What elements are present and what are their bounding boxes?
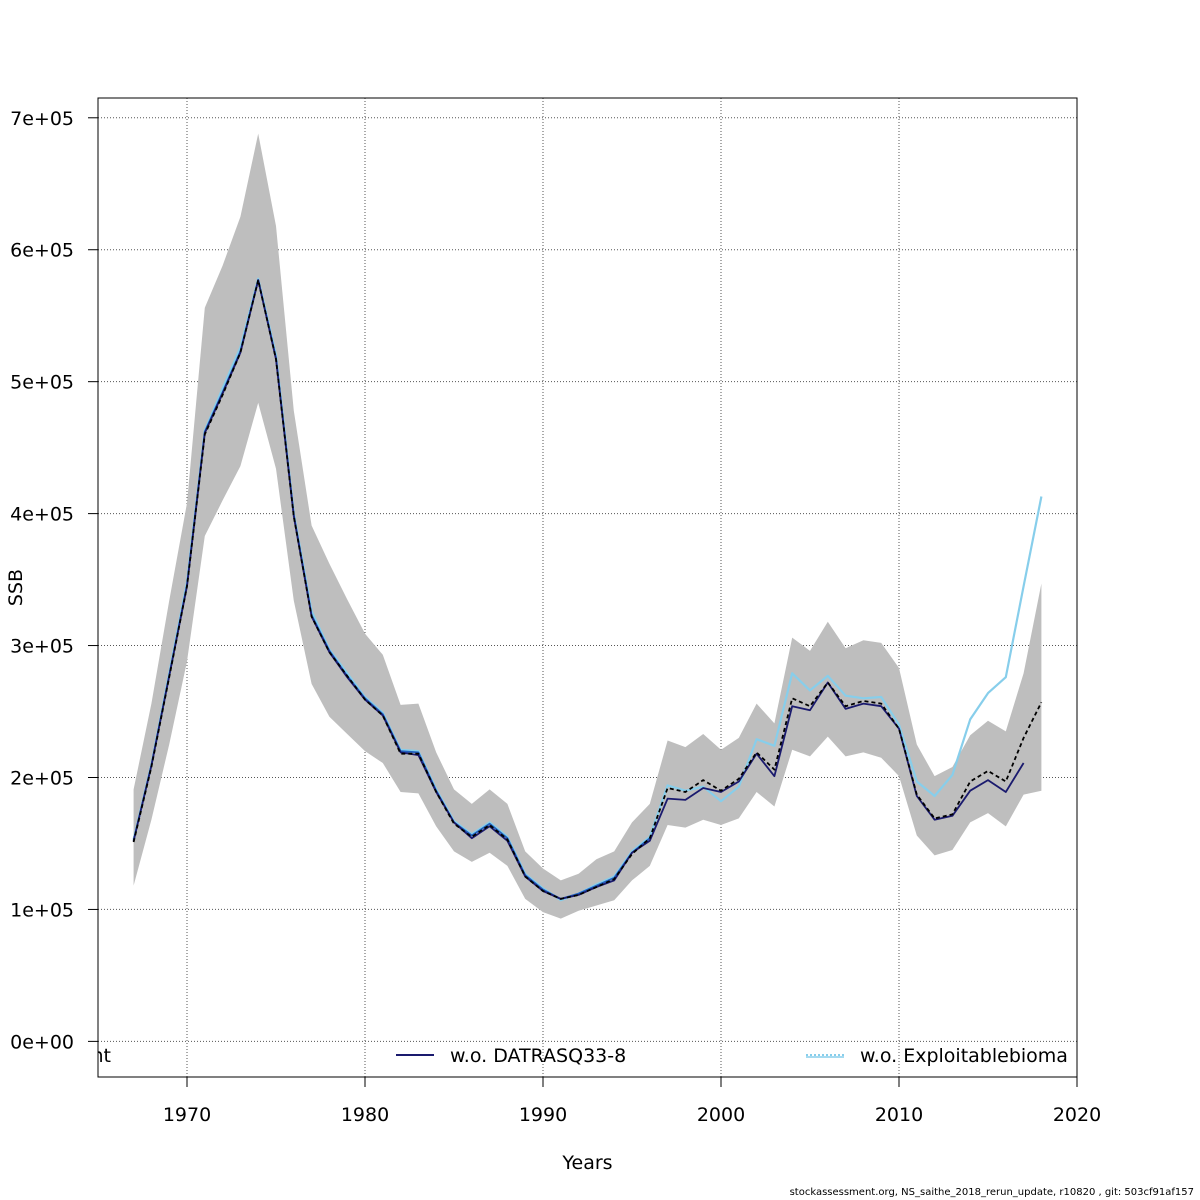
legend: nt w.o. DATRASQ33-8 w.o. Exploitablebioma: [92, 1045, 1068, 1067]
confidence-band: [133, 133, 1042, 919]
x-tick-label: 1980: [341, 1104, 389, 1126]
legend-label: w.o. Exploitablebioma: [860, 1045, 1068, 1067]
series-line-0: [132, 279, 1043, 900]
y-axis-title: SSB: [5, 569, 27, 606]
y-tick-label: 0e+00: [10, 1031, 74, 1053]
series-lines: [132, 277, 1043, 902]
legend-entries: nt w.o. DATRASQ33-8 w.o. Exploitablebioma: [92, 1045, 1068, 1067]
x-axis-title: Years: [561, 1152, 612, 1174]
y-tick-label: 5e+05: [10, 372, 74, 394]
x-tick-label: 1990: [519, 1104, 567, 1126]
x-tick-label: 2020: [1053, 1104, 1101, 1126]
y-tick-label: 2e+05: [10, 767, 74, 789]
y-tick-label: 3e+05: [10, 636, 74, 658]
y-axis: 0e+00 1e+05 2e+05 3e+05 4e+05 5e+05 6e+05 7e+05: [10, 108, 99, 1053]
x-tick-label: 2000: [697, 1104, 745, 1126]
legend-label: nt: [92, 1045, 112, 1067]
y-tick-label: 1e+05: [10, 899, 74, 921]
x-axis: 1970 1980 1990 2000 2010 2020: [163, 1076, 1101, 1126]
confidence-band-area: [133, 133, 1042, 919]
y-tick-label: 6e+05: [10, 240, 74, 262]
y-tick-label: 4e+05: [10, 504, 74, 526]
series-line-1: [132, 279, 1025, 900]
legend-label: w.o. DATRASQ33-8: [450, 1045, 626, 1067]
x-tick-label: 2010: [875, 1104, 923, 1126]
y-tick-label: 7e+05: [10, 108, 74, 130]
footer-note: stockassessment.org, NS_saithe_2018_reru…: [789, 1187, 1194, 1198]
x-tick-label: 1970: [163, 1104, 211, 1126]
